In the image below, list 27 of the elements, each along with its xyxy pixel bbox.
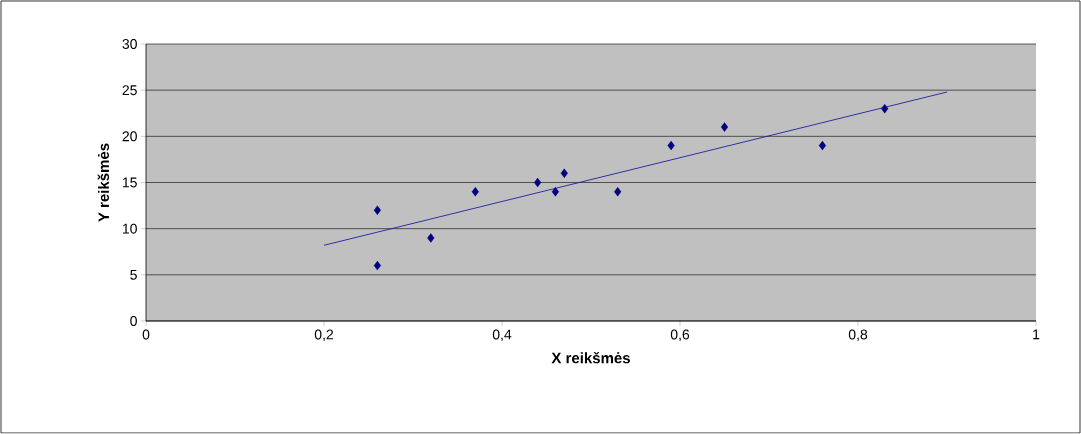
point — [881, 103, 889, 114]
point — [471, 187, 479, 197]
point — [551, 187, 559, 197]
y-tick-label: 20 — [122, 131, 137, 142]
y-tick-label: 30 — [122, 39, 137, 49]
x-tick-label: 0,4 — [492, 329, 512, 342]
y-tick-label: 0 — [130, 316, 137, 326]
point — [373, 205, 381, 215]
y-tick-label: 25 — [122, 85, 137, 96]
point — [373, 260, 381, 271]
point — [818, 140, 826, 151]
point — [720, 122, 729, 132]
y-axis-title: Y reikšmės — [97, 143, 110, 222]
x-axis-title: X reikšmės — [551, 351, 630, 364]
y-tick-label: 15 — [122, 177, 137, 188]
y-tick-label: 5 — [130, 269, 137, 280]
point — [614, 187, 622, 197]
x-tick-label: 0,2 — [314, 329, 334, 342]
point — [427, 233, 435, 243]
point — [667, 140, 675, 151]
x-tick-label: 0,6 — [670, 329, 690, 342]
point — [560, 168, 568, 178]
x-tick-label: 1 — [1033, 329, 1040, 340]
x-tick-label: 0 — [142, 329, 150, 340]
y-tick-label: 10 — [122, 223, 137, 234]
point — [534, 177, 542, 188]
x-tick-label: 0,8 — [848, 329, 868, 342]
